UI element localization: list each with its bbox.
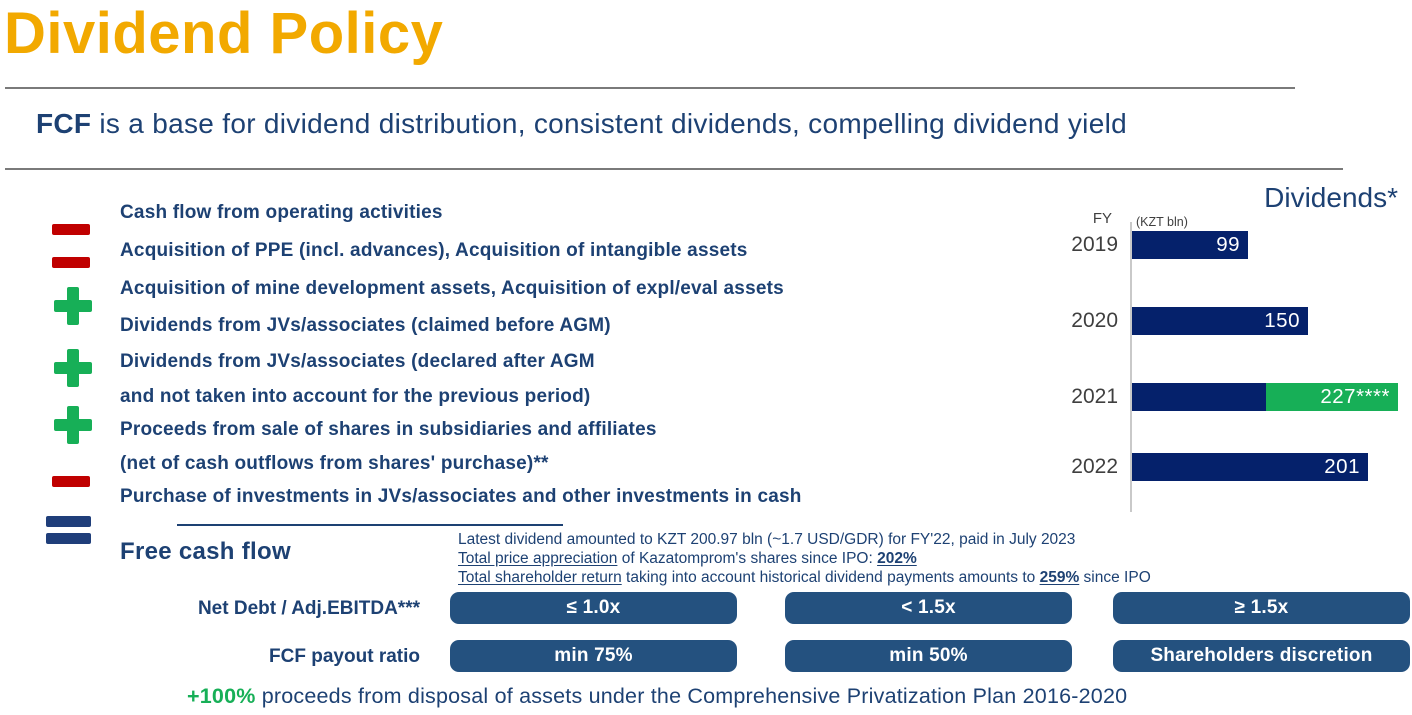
- chart-year-label: 2020: [1071, 309, 1118, 332]
- flow-line: Dividends from JVs/associates (declared …: [120, 351, 595, 372]
- payout-badge: Shareholders discretion: [1113, 640, 1410, 672]
- threshold-badge: < 1.5x: [785, 592, 1072, 624]
- bar-segment-dividends-paid: [1132, 383, 1266, 411]
- text-segment: 202%: [877, 550, 917, 567]
- text-segment: +100%: [187, 684, 256, 708]
- table-row-label-fcf-payout: FCF payout ratio: [269, 646, 420, 667]
- text-segment: Total shareholder return: [458, 569, 622, 586]
- payout-badge: min 75%: [450, 640, 737, 672]
- text-segment: Latest dividend amounted to KZT 200.97 b…: [458, 531, 1076, 548]
- flow-line: Acquisition of PPE (incl. advances), Acq…: [120, 240, 748, 261]
- bar-value-label: 99: [1216, 233, 1240, 256]
- chart-axis-label: FY: [1092, 210, 1112, 227]
- chart-year-label: 2019: [1071, 233, 1118, 256]
- subtitle: FCF is a base for dividend distribution,…: [36, 108, 1127, 140]
- plus-icon: [54, 349, 92, 387]
- minus-icon: [52, 224, 90, 235]
- sum-line: [177, 524, 563, 526]
- chart-axis-line: [1130, 222, 1132, 512]
- footnote: +100% proceeds from disposal of assets u…: [187, 684, 1127, 709]
- flow-line: Dividends from JVs/associates (claimed b…: [120, 315, 611, 336]
- bar-segment-dividends-paid: 150: [1132, 307, 1308, 335]
- dividend-bar-2022: 201: [1132, 453, 1368, 481]
- text-segment: 259%: [1039, 569, 1080, 586]
- flow-line: Cash flow from operating activities: [120, 202, 443, 223]
- text-segment: FCF: [36, 108, 92, 139]
- bar-segment-privatization-proceeds: 227****: [1266, 383, 1398, 411]
- chart-year-label: 2021: [1071, 385, 1118, 408]
- text-segment: of Kazatomprom's shares since IPO:: [617, 550, 878, 567]
- page-title: Dividend Policy: [4, 1, 444, 66]
- dividend-bar-2020: 150: [1132, 307, 1308, 335]
- bar-segment-dividends-paid: 99: [1132, 231, 1248, 259]
- section-divider: [5, 168, 1343, 170]
- flow-line: Proceeds from sale of shares in subsidia…: [120, 419, 657, 440]
- free-cash-flow-label: Free cash flow: [120, 538, 291, 565]
- equals-icon: [46, 516, 91, 544]
- bar-value-label: 227****: [1320, 385, 1390, 408]
- dividend-bar-2021: 227****: [1132, 383, 1398, 411]
- minus-icon: [52, 476, 90, 487]
- text-segment: taking into account historical dividend …: [621, 569, 1040, 586]
- flow-line: Purchase of investments in JVs/associate…: [120, 486, 802, 507]
- bar-value-label: 150: [1264, 309, 1300, 332]
- flow-line: and not taken into account for the previ…: [120, 386, 591, 407]
- chart-title: Dividends*: [1264, 182, 1398, 213]
- flow-line: Acquisition of mine development assets, …: [120, 278, 784, 299]
- table-row-label-net-debt: Net Debt / Adj.EBITDA***: [197, 598, 420, 619]
- note-price-appreciation: Total price appreciation of Kazatomprom'…: [458, 550, 917, 568]
- dividend-bar-2019: 99: [1132, 231, 1248, 259]
- note-shareholder-return: Total shareholder return taking into acc…: [458, 569, 1151, 587]
- note-latest-dividend: Latest dividend amounted to KZT 200.97 b…: [458, 531, 1075, 549]
- payout-badge: min 50%: [785, 640, 1072, 672]
- bar-segment-dividends-paid: 201: [1132, 453, 1368, 481]
- flow-line: (net of cash outflows from shares' purch…: [120, 453, 549, 474]
- chart-year-label: 2022: [1071, 455, 1118, 478]
- plus-icon: [54, 406, 92, 444]
- title-divider: [5, 87, 1295, 89]
- bar-value-label: 201: [1324, 455, 1360, 478]
- text-segment: is a base for dividend distribution, con…: [91, 108, 1127, 139]
- threshold-badge: ≥ 1.5x: [1113, 592, 1410, 624]
- threshold-badge: ≤ 1.0x: [450, 592, 737, 624]
- plus-icon: [54, 287, 92, 325]
- text-segment: since IPO: [1079, 569, 1151, 586]
- minus-icon: [52, 257, 90, 268]
- chart-unit-label: (KZT bln): [1136, 215, 1188, 229]
- text-segment: Total price appreciation: [458, 550, 618, 567]
- text-segment: proceeds from disposal of assets under t…: [255, 684, 1128, 708]
